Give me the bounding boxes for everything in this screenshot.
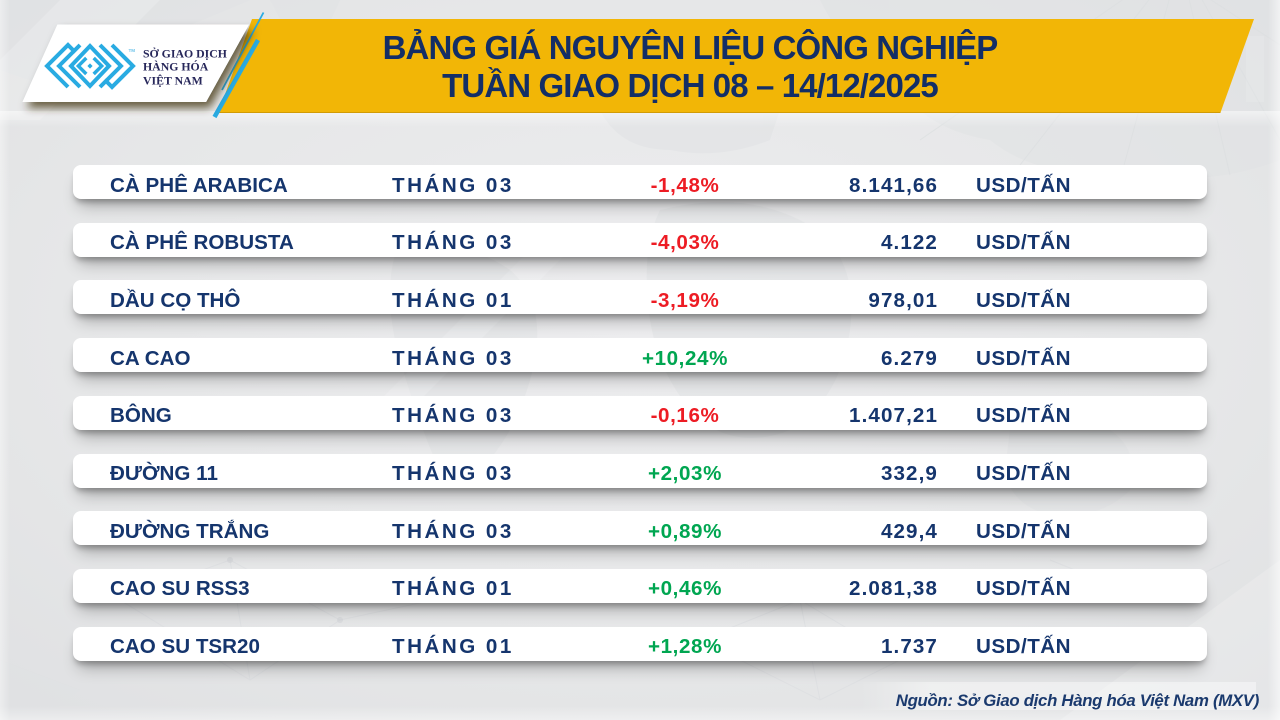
svg-text:SỞ GIAO DỊCH: SỞ GIAO DỊCH — [143, 46, 227, 60]
svg-text:TM: TM — [129, 48, 136, 53]
svg-text:VIỆT NAM: VIỆT NAM — [143, 74, 203, 88]
svg-text:HÀNG HÓA: HÀNG HÓA — [143, 60, 209, 74]
